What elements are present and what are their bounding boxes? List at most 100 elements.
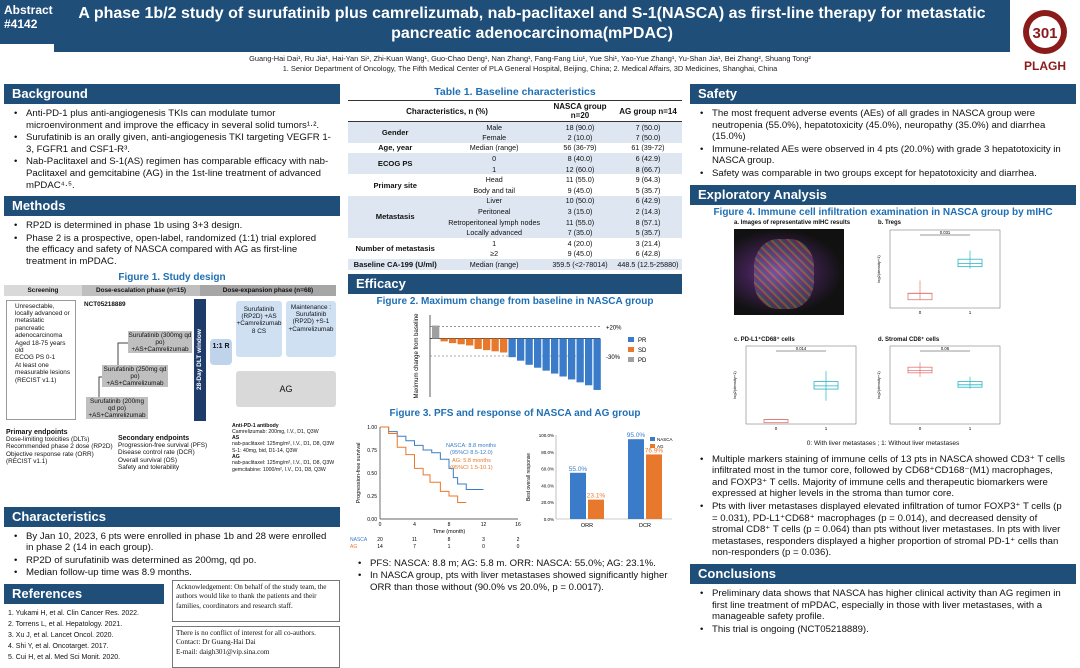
risk-value: 1	[448, 544, 451, 550]
secondary-endpoints: Secondary endpoints Progression-free sur…	[118, 435, 228, 472]
row-label: Primary site	[373, 180, 417, 190]
contact-box: There is no conflict of interest for all…	[172, 625, 340, 668]
risk-value: 2	[517, 537, 520, 543]
exploratory-item: Multiple markers staining of immune cell…	[698, 454, 1068, 500]
middle-column: Table 1. Baseline characteristics Charac…	[348, 84, 682, 624]
boxplot-x-tick: 0	[919, 426, 922, 431]
boxplot-frame	[889, 345, 1001, 424]
secondary-endpoint: Safety and tolerability	[118, 464, 180, 472]
table-cell: Median (range)	[442, 259, 546, 270]
table-row: ECOG PS 0 8 (40.0) 6 (42.9)	[348, 153, 682, 175]
table-cell: 2 (14.3)	[614, 206, 682, 217]
km-x-tick: 12	[481, 522, 487, 528]
criteria-item: Aged 18-75 years old	[15, 339, 66, 354]
table-cell: 8 (57.1)	[614, 216, 682, 228]
affiliations: 1. Senior Department of Oncology, The Fi…	[282, 64, 778, 73]
boxplot-x-tick: 0	[919, 310, 922, 315]
table-cell: 4 (20.0)	[567, 238, 593, 248]
regimen-line: AS	[232, 435, 240, 442]
table-cell: Retroperitoneal lymph nodes	[442, 216, 546, 228]
risk-value: 0	[517, 544, 520, 550]
waterfall-bar	[491, 338, 499, 352]
p-value-label: 0.031	[940, 230, 951, 235]
table-cell: Male	[442, 121, 546, 133]
boxplot-y-label: log2(density+1)	[876, 254, 881, 282]
km-ag-ci: (95%CI 1.5-10.1)	[450, 465, 493, 471]
table-cell: Locally advanced	[442, 227, 546, 239]
table-cell: 61 (39-72)	[631, 143, 665, 153]
conclusions-item: Preliminary data shows that NASCA has hi…	[698, 588, 1068, 623]
regimen-line: gemcitabine: 1000/m², I.V., D1, D8, Q3W	[232, 466, 326, 473]
methods-heading: Methods	[4, 196, 340, 217]
col-header-characteristics: Characteristics, n (%)	[348, 100, 546, 122]
table-row: ≥2 9 (45.0) 6 (42.8)	[348, 249, 682, 260]
waterfall-bar	[457, 338, 465, 345]
response-bar	[588, 499, 604, 519]
response-bar	[570, 472, 586, 519]
table-row: Age, year Median (range) 56 (36-79) 61 (39-…	[348, 143, 682, 154]
waterfall-bar	[466, 338, 474, 346]
methods-list: RP2D is determined in phase 1b using 3+3…	[4, 216, 340, 272]
risk-value: 14	[377, 544, 383, 550]
table-cell: 1	[492, 238, 497, 248]
background-list: Anti-PD-1 plus anti-angiogenesis TKIs ca…	[4, 104, 340, 196]
references-list: 1. Yukami H, et al. Clin Cancer Res. 202…	[8, 608, 168, 663]
eligibility-criteria: Unresectable, locally advanced or metast…	[6, 299, 76, 420]
efficacy-item: In NASCA group, pts with liver metastase…	[356, 570, 674, 593]
poster-header: Abstract #4142 A phase 1b/2 study of sur…	[0, 0, 1080, 82]
randomization-box: 1:1 R	[210, 338, 232, 365]
resp-y-tick: 80.0%	[541, 450, 554, 455]
regimen-line: nab-paclitaxel: 125mg/m², I.V., D1, D8, …	[232, 460, 335, 467]
waterfall-bar	[576, 338, 584, 383]
table-cell: 9 (45.0)	[567, 185, 593, 195]
left-column: Background Anti-PD-1 plus anti-angiogene…	[4, 84, 340, 668]
dose-level-2: Surufatinib (250mg qd po) +AS+Camrelizum…	[102, 364, 168, 388]
safety-item: The most frequent adverse events (AEs) o…	[698, 108, 1068, 143]
coi-statement: There is no conflict of interest for all…	[176, 628, 316, 637]
safety-heading: Safety	[690, 84, 1076, 104]
table-row: Gender Male 18 (90.0) 7 (50.0)	[348, 121, 682, 143]
reference-item: 1. Yukami H, et al. Clin Cancer Res. 202…	[8, 609, 139, 617]
ref-label-low: -30%	[606, 355, 621, 361]
table-row: Female 2 (10.0) 7 (50.0)	[348, 132, 682, 143]
dose-level-3: Surufatinib (300mg qd po) +AS+Camrelizum…	[128, 330, 192, 354]
conclusions-heading: Conclusions	[690, 563, 1076, 584]
references-area: References 1. Yukami H, et al. Clin Canc…	[4, 579, 340, 668]
resp-y-tick: 40.0%	[541, 483, 554, 488]
author-list: Guang-Hai Dai¹, Ru Jia¹, Hai-Yan Si¹, Zh…	[249, 54, 811, 63]
plagh-logo-icon: 301 PLAGH	[1023, 10, 1067, 73]
boxplot-box	[957, 380, 983, 388]
table-row: Number of metastasis 1 4 (20.0) 3 (21.4)	[348, 238, 682, 253]
response-category: ORR	[581, 523, 593, 529]
waterfall-bar	[559, 338, 567, 377]
author-block: Guang-Hai Dai¹, Ru Jia¹, Hai-Yan Si¹, Zh…	[60, 54, 1000, 74]
panel-c-label: c. PD-L1⁺CD68⁺ cells	[734, 336, 795, 343]
km-x-tick: 8	[448, 522, 451, 528]
poster-title: A phase 1b/2 study of surufatinib plus c…	[54, 0, 1010, 52]
km-y-tick: 1.00	[367, 425, 377, 431]
expansion-label: Dose-expansion phase (n=68)	[200, 284, 336, 296]
response-data-label: 95.0%	[627, 432, 646, 439]
resp-legend-swatch	[650, 443, 655, 448]
legend-swatch	[628, 346, 634, 352]
table-cell: 11 (55.0)	[546, 216, 614, 228]
p-value-label: 0.06	[941, 346, 950, 351]
table-cell: 18 (90.0)	[546, 121, 614, 133]
response-bar	[646, 454, 662, 519]
conclusions-list: Preliminary data shows that NASCA has hi…	[690, 584, 1076, 640]
table-cell: Median (range)	[469, 143, 519, 153]
methods-item: RP2D is determined in phase 1b using 3+3…	[12, 220, 332, 232]
logo-text: PLAGH	[1024, 59, 1066, 73]
criteria-item: At least one measurable lesions (RECIST …	[15, 361, 71, 384]
reference-item: 4. Shi Y, et al. Oncotarget. 2017.	[8, 642, 109, 650]
km-x-label: Time (month)	[433, 529, 466, 535]
boxplot-x-tick: 1	[969, 426, 972, 431]
pfs-and-response-chart: Progression-free survival 0.00 0.25 0.50 0.7…	[350, 425, 673, 550]
risk-value: 3	[482, 537, 485, 543]
row-label: Gender	[348, 121, 443, 143]
primary-endpoint: Objective response rate (ORR) (RECIST v1…	[6, 450, 94, 466]
km-x-tick: 4	[413, 522, 416, 528]
table-cell: 6 (42.8)	[635, 249, 661, 259]
table-cell: 3 (15.0)	[546, 206, 614, 217]
boxplot-x-tick: 1	[969, 310, 972, 315]
